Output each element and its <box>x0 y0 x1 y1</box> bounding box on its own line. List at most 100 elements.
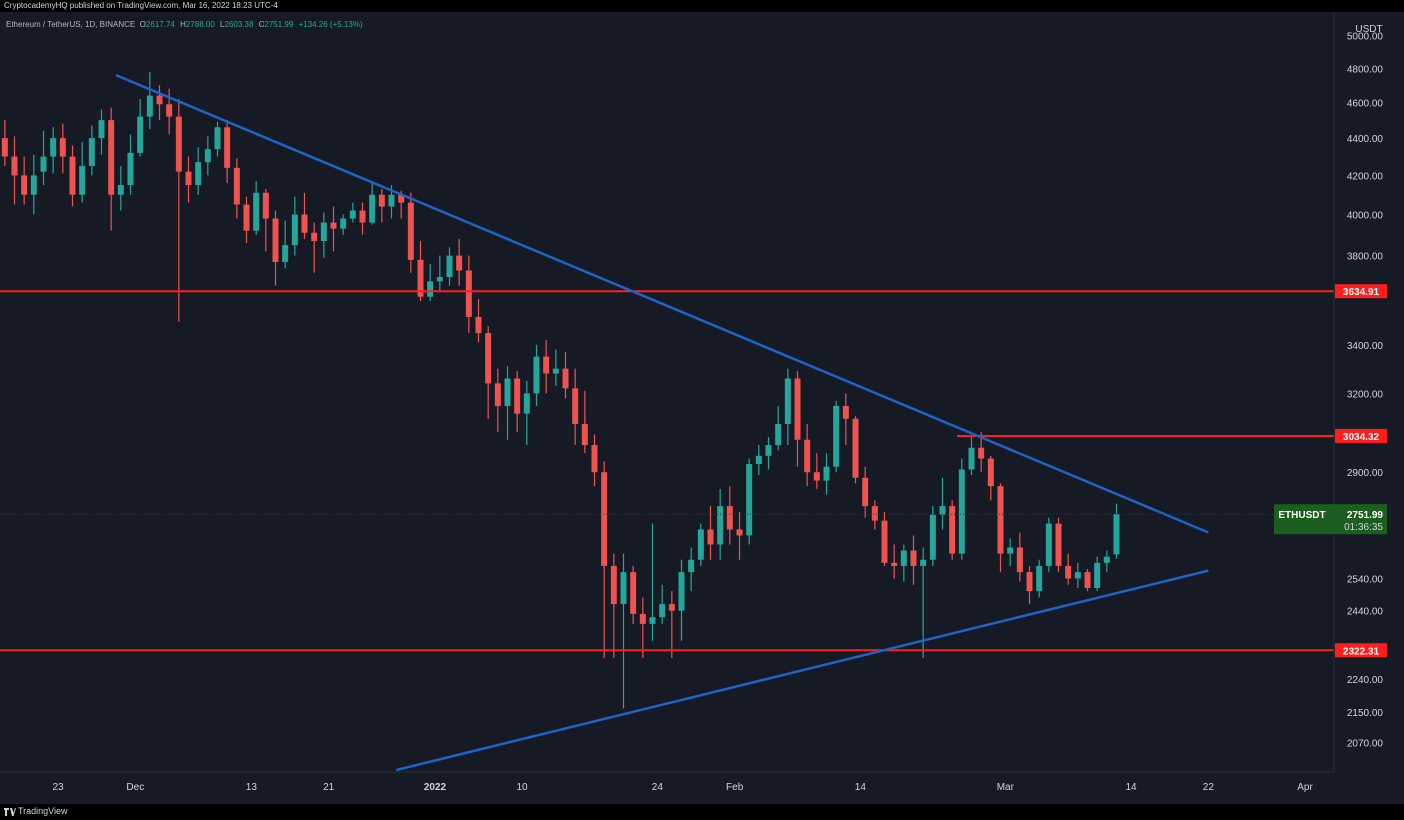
candle-body[interactable] <box>166 104 173 117</box>
candle-body[interactable] <box>514 378 521 414</box>
candle-body[interactable] <box>340 218 347 229</box>
candle-body[interactable] <box>456 255 463 271</box>
candle-body[interactable] <box>137 116 144 153</box>
candle-body[interactable] <box>755 455 762 464</box>
candle-body[interactable] <box>997 486 1004 554</box>
candle-body[interactable] <box>378 194 385 207</box>
candle-body[interactable] <box>572 388 579 424</box>
candle-body[interactable] <box>50 138 57 157</box>
candle-body[interactable] <box>185 171 192 186</box>
candle-body[interactable] <box>1026 572 1033 592</box>
candle-body[interactable] <box>1016 547 1023 573</box>
candle-body[interactable] <box>398 194 405 203</box>
candle-body[interactable] <box>842 405 849 419</box>
candle-body[interactable] <box>717 506 724 545</box>
candle-body[interactable] <box>446 255 453 277</box>
candle-body[interactable] <box>301 214 308 233</box>
candle-body[interactable] <box>224 127 231 168</box>
candle-body[interactable] <box>1113 514 1120 555</box>
candle-body[interactable] <box>1045 523 1052 566</box>
candle-body[interactable] <box>21 175 28 195</box>
candle-body[interactable] <box>639 613 646 624</box>
candle-body[interactable] <box>320 222 327 241</box>
candle-body[interactable] <box>349 210 356 219</box>
candle-body[interactable] <box>804 439 811 473</box>
candle-body[interactable] <box>30 175 37 195</box>
candle-body[interactable] <box>117 185 124 195</box>
candle-body[interactable] <box>784 378 791 424</box>
candle-body[interactable] <box>813 472 820 481</box>
candle-body[interactable] <box>736 529 743 536</box>
candle-body[interactable] <box>1094 562 1101 588</box>
candle-body[interactable] <box>765 445 772 456</box>
candle-body[interactable] <box>668 604 675 611</box>
candle-body[interactable] <box>79 165 86 195</box>
candle-body[interactable] <box>1084 572 1091 588</box>
candle-body[interactable] <box>243 204 250 231</box>
candle-body[interactable] <box>69 156 76 195</box>
candle-body[interactable] <box>233 167 240 205</box>
candle-body[interactable] <box>620 572 627 605</box>
candle-body[interactable] <box>794 378 801 440</box>
trendline[interactable] <box>396 569 1209 772</box>
candle-body[interactable] <box>823 466 830 481</box>
candle-body[interactable] <box>968 447 975 470</box>
candle-body[interactable] <box>262 192 269 219</box>
candle-body[interactable] <box>504 378 511 406</box>
candle-body[interactable] <box>1007 547 1014 554</box>
candle-body[interactable] <box>929 514 936 560</box>
candle-body[interactable] <box>775 423 782 446</box>
candle-body[interactable] <box>659 604 666 618</box>
candle-body[interactable] <box>369 194 376 223</box>
candle-body[interactable] <box>678 572 685 611</box>
candle-body[interactable] <box>591 445 598 473</box>
trendline[interactable] <box>115 73 1209 534</box>
candle-body[interactable] <box>88 138 95 166</box>
candle-body[interactable] <box>427 281 434 297</box>
candle-body[interactable] <box>1103 556 1110 563</box>
candle-body[interactable] <box>272 218 279 262</box>
time-axis-panel[interactable] <box>0 772 1404 804</box>
candle-body[interactable] <box>1055 523 1062 566</box>
price-axis-panel[interactable] <box>1334 12 1404 804</box>
candle-body[interactable] <box>543 356 550 374</box>
candle-body[interactable] <box>552 368 559 374</box>
candle-body[interactable] <box>465 270 472 317</box>
candle-body[interactable] <box>688 559 695 573</box>
candle-body[interactable] <box>649 617 656 624</box>
candle-body[interactable] <box>407 202 414 260</box>
candle-body[interactable] <box>1065 565 1072 579</box>
candle-body[interactable] <box>939 506 946 515</box>
candle-body[interactable] <box>40 156 47 172</box>
candle-body[interactable] <box>697 529 704 560</box>
candle-body[interactable] <box>436 276 443 282</box>
chart-area[interactable]: USDT 5000.00 4800.00 4600.00 4400.00 4200.00 4… <box>0 12 1404 804</box>
candle-body[interactable] <box>581 423 588 446</box>
candle-body[interactable] <box>359 210 366 223</box>
candle-body[interactable] <box>59 138 66 157</box>
candle-body[interactable] <box>610 565 617 605</box>
candle-body[interactable] <box>881 520 888 563</box>
candle-body[interactable] <box>852 418 859 478</box>
candle-body[interactable] <box>98 120 105 139</box>
candle-body[interactable] <box>485 333 492 384</box>
candle-body[interactable] <box>862 477 869 507</box>
candle-body[interactable] <box>214 127 221 150</box>
candle-body[interactable] <box>282 245 289 262</box>
candle-body[interactable] <box>533 356 540 394</box>
candle-body[interactable] <box>330 222 337 229</box>
candle-body[interactable] <box>108 120 115 195</box>
candle-body[interactable] <box>949 506 956 554</box>
candle-body[interactable] <box>900 550 907 566</box>
candle-body[interactable] <box>494 383 501 406</box>
candle-body[interactable] <box>987 458 994 487</box>
candle-body[interactable] <box>1036 565 1043 592</box>
candle-body[interactable] <box>253 192 260 231</box>
candle-body[interactable] <box>958 469 965 554</box>
candle-body[interactable] <box>146 95 153 117</box>
candle-body[interactable] <box>630 572 637 614</box>
candle-body[interactable] <box>707 529 714 545</box>
brand-text[interactable]: TradingView <box>18 806 68 816</box>
candle-body[interactable] <box>175 116 182 172</box>
